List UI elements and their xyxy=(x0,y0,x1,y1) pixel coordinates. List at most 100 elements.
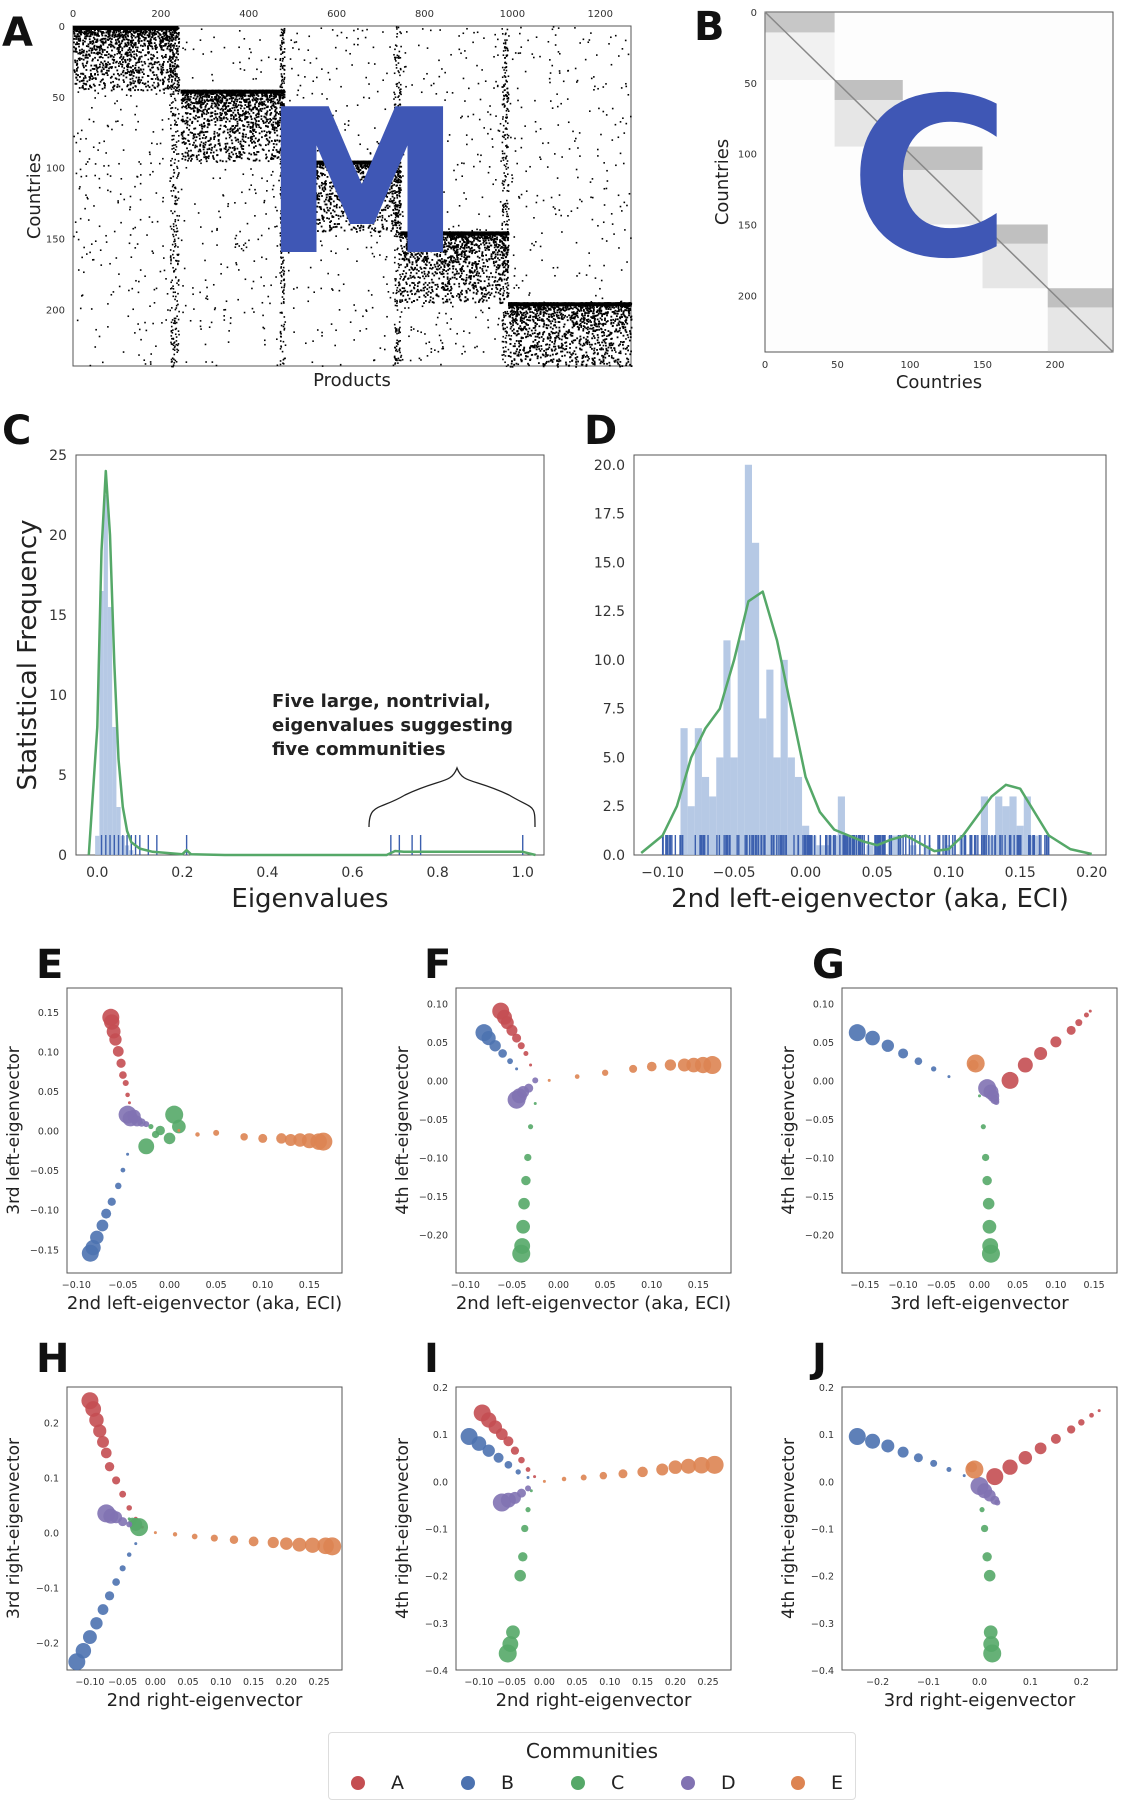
matrix-dot xyxy=(502,206,505,209)
matrix-dot xyxy=(177,81,180,84)
matrix-dot xyxy=(250,115,253,118)
matrix-dot xyxy=(124,36,127,39)
matrix-dot xyxy=(281,136,283,138)
matrix-dot xyxy=(141,64,144,67)
matrix-dot xyxy=(101,38,104,40)
matrix-dot xyxy=(75,82,78,85)
matrix-dot xyxy=(134,226,137,229)
matrix-dot xyxy=(259,127,262,130)
matrix-dot xyxy=(399,289,402,292)
matrix-dot xyxy=(203,151,206,154)
matrix-dot xyxy=(177,280,180,282)
matrix-dot xyxy=(259,144,262,147)
matrix-dot xyxy=(160,36,163,39)
matrix-dot xyxy=(150,42,153,45)
matrix-dot xyxy=(250,108,252,111)
matrix-dot xyxy=(97,51,100,54)
matrix-dot xyxy=(170,107,172,110)
matrix-dot xyxy=(101,34,104,37)
matrix-dot xyxy=(276,129,278,132)
matrix-dot xyxy=(76,69,78,72)
matrix-dot xyxy=(198,124,201,126)
matrix-dot xyxy=(506,28,509,31)
matrix-dot xyxy=(172,250,175,252)
matrix-dot xyxy=(519,310,521,313)
matrix-dot xyxy=(124,60,127,62)
matrix-dot xyxy=(226,142,229,145)
matrix-dot xyxy=(472,41,474,44)
matrix-dot xyxy=(396,54,399,57)
matrix-dot xyxy=(224,105,227,108)
matrix-dot xyxy=(119,193,122,195)
matrix-dot xyxy=(228,330,230,332)
matrix-dot xyxy=(219,177,221,179)
matrix-dot xyxy=(278,150,281,153)
matrix-dot xyxy=(379,235,381,237)
matrix-dot xyxy=(247,111,249,114)
matrix-dot xyxy=(96,34,99,37)
matrix-dot xyxy=(395,191,397,193)
matrix-dot xyxy=(204,137,207,140)
matrix-dot xyxy=(238,245,241,247)
matrix-dot xyxy=(218,104,220,107)
matrix-dot xyxy=(398,264,401,267)
matrix-dot xyxy=(219,108,222,111)
matrix-dot xyxy=(279,234,282,237)
matrix-dot xyxy=(384,108,387,111)
matrix-dot xyxy=(257,124,260,126)
matrix-dot xyxy=(140,34,143,37)
matrix-dot xyxy=(82,64,85,67)
matrix-dot xyxy=(268,149,270,152)
matrix-dot xyxy=(108,37,111,40)
matrix-dot xyxy=(576,81,578,83)
matrix-dot xyxy=(283,111,286,113)
matrix-dot xyxy=(222,194,224,196)
matrix-dot xyxy=(147,84,150,87)
matrix-dot xyxy=(160,68,163,71)
matrix-dot xyxy=(215,364,218,367)
matrix-dot xyxy=(90,72,92,75)
matrix-dot xyxy=(529,249,532,251)
matrix-dot xyxy=(130,66,133,69)
matrix-dot xyxy=(116,38,119,41)
matrix-dot xyxy=(504,104,506,107)
matrix-dot xyxy=(147,80,149,83)
matrix-dot xyxy=(503,69,505,71)
matrix-dot xyxy=(503,103,505,105)
matrix-dot xyxy=(244,104,247,106)
matrix-dot xyxy=(273,115,276,118)
matrix-dot xyxy=(220,148,223,151)
matrix-dot xyxy=(120,58,123,61)
matrix-dot xyxy=(621,48,624,50)
matrix-dot xyxy=(214,135,216,138)
matrix-dot xyxy=(118,78,120,81)
matrix-dot xyxy=(169,249,172,251)
matrix-dot xyxy=(88,118,91,121)
matrix-dot xyxy=(234,202,236,204)
matrix-dot xyxy=(199,143,202,146)
matrix-dot xyxy=(233,159,236,162)
matrix-dot xyxy=(200,125,203,128)
matrix-dot xyxy=(433,128,435,131)
matrix-dot xyxy=(556,177,559,179)
matrix-dot xyxy=(280,210,282,212)
matrix-dot xyxy=(481,196,484,199)
matrix-dot xyxy=(502,257,505,260)
matrix-dot xyxy=(99,55,102,58)
matrix-dot xyxy=(186,121,188,124)
matrix-dot xyxy=(395,349,397,352)
matrix-dot xyxy=(330,227,333,229)
matrix-dot xyxy=(430,347,433,350)
matrix-dot xyxy=(90,29,92,32)
matrix-dot xyxy=(87,88,90,90)
matrix-dot xyxy=(297,89,300,92)
matrix-dot xyxy=(80,295,83,297)
matrix-dot xyxy=(76,62,79,65)
matrix-dot xyxy=(283,202,286,205)
matrix-dot xyxy=(421,248,424,250)
matrix-dot xyxy=(398,349,401,352)
matrix-dot xyxy=(204,106,207,108)
matrix-dot xyxy=(146,234,148,236)
matrix-dot xyxy=(311,361,314,364)
matrix-dot xyxy=(256,98,259,101)
